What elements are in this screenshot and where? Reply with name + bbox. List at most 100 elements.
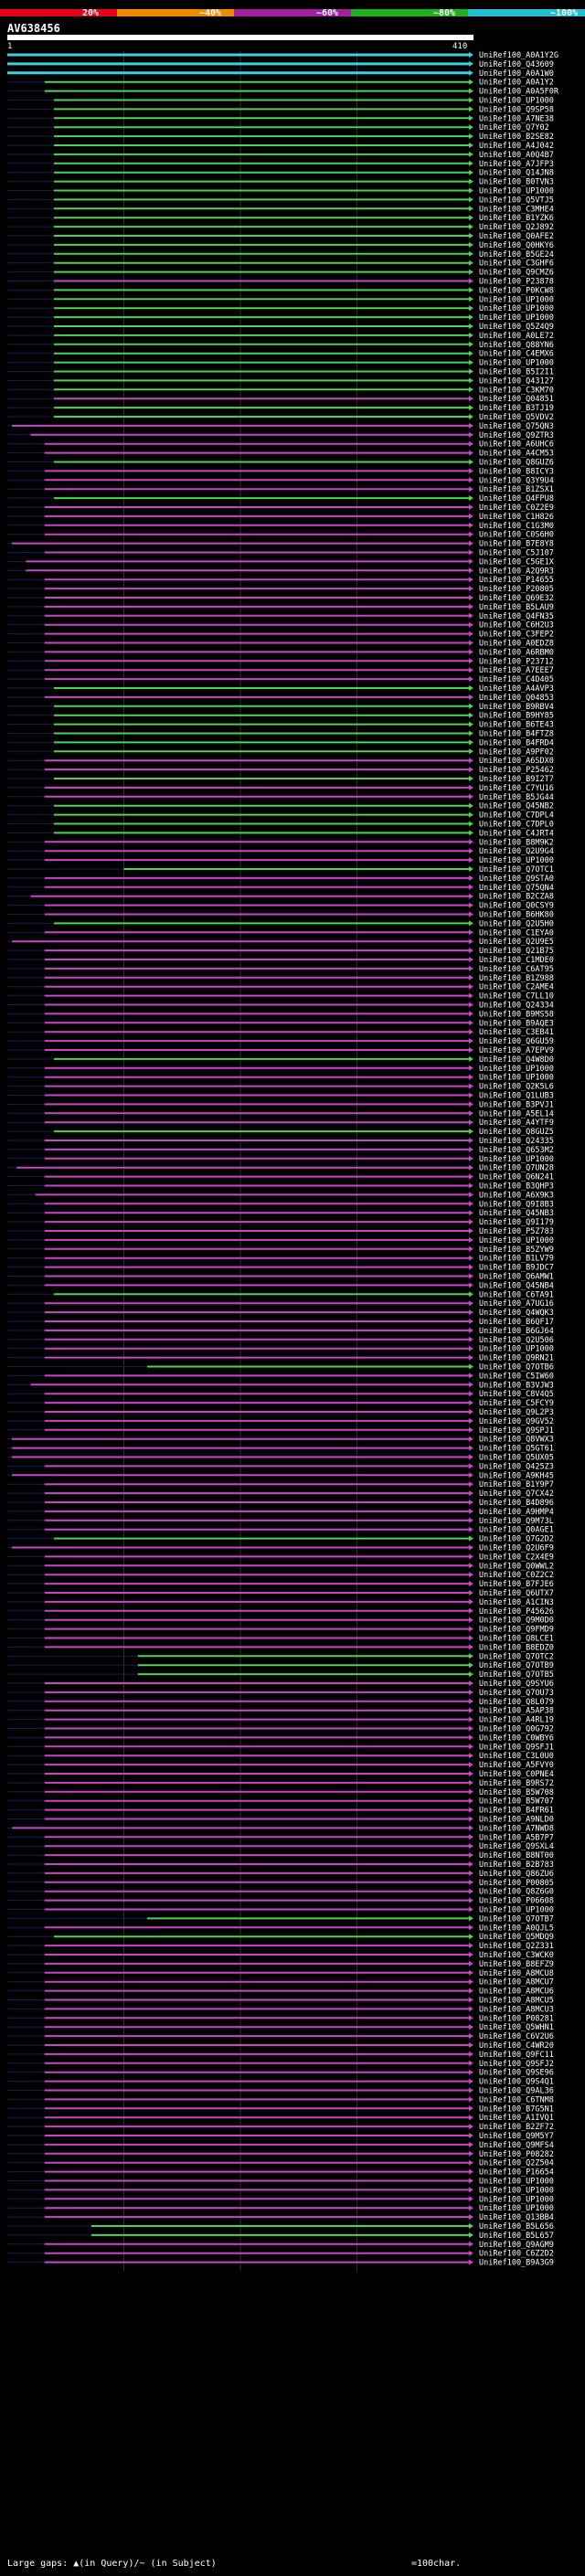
hit-label[interactable]: UniRef100_UP1000 xyxy=(479,97,554,106)
hit-label[interactable]: UniRef100_UP1000 xyxy=(479,1345,554,1354)
hit-label[interactable]: UniRef100_Q4FPU8 xyxy=(479,494,554,504)
hit-label[interactable]: UniRef100_Q9ZTR3 xyxy=(479,431,554,440)
hit-label[interactable]: UniRef100_Q9STA0 xyxy=(479,875,554,884)
hit-label[interactable]: UniRef100_Q9FMD9 xyxy=(479,1626,554,1635)
hit-label[interactable]: UniRef100_B4D896 xyxy=(479,1499,554,1508)
hit-label[interactable]: UniRef100_C0WBY6 xyxy=(479,1733,554,1743)
hit-label[interactable]: UniRef100_B6GJ64 xyxy=(479,1327,554,1336)
hit-label[interactable]: UniRef100_Q75QN3 xyxy=(479,422,554,431)
hit-label[interactable]: UniRef100_A7UG16 xyxy=(479,1299,554,1309)
hit-label[interactable]: UniRef100_Q425Z3 xyxy=(479,1462,554,1471)
hit-label[interactable]: UniRef100_A6RBM0 xyxy=(479,648,554,657)
hit-label[interactable]: UniRef100_Q2J892 xyxy=(479,223,554,232)
hit-label[interactable]: UniRef100_Q04853 xyxy=(479,694,554,703)
hit-label[interactable]: UniRef100_C7LL10 xyxy=(479,992,554,1002)
hit-label[interactable]: UniRef100_C0Z2C2 xyxy=(479,1571,554,1580)
hit-label[interactable]: UniRef100_B8ICY3 xyxy=(479,467,554,476)
hit-label[interactable]: UniRef100_B1YZK6 xyxy=(479,214,554,223)
hit-label[interactable]: UniRef100_B7G5N1 xyxy=(479,2104,554,2114)
hit-label[interactable]: UniRef100_Q6AMW1 xyxy=(479,1273,554,1282)
hit-label[interactable]: UniRef100_C6TA91 xyxy=(479,1290,554,1299)
hit-label[interactable]: UniRef100_B8EFZ9 xyxy=(479,1960,554,1969)
hit-label[interactable]: UniRef100_C7DPL4 xyxy=(479,811,554,821)
hit-label[interactable]: UniRef100_P06608 xyxy=(479,1897,554,1906)
hit-label[interactable]: UniRef100_Q7OTB9 xyxy=(479,1661,554,1670)
hit-label[interactable]: UniRef100_A9NLD0 xyxy=(479,1816,554,1825)
hit-label[interactable]: UniRef100_B6TE43 xyxy=(479,721,554,730)
hit-label[interactable]: UniRef100_C8V4Q5 xyxy=(479,1390,554,1399)
hit-label[interactable]: UniRef100_B8NT00 xyxy=(479,1851,554,1860)
hit-label[interactable]: UniRef100_B9I2T7 xyxy=(479,775,554,784)
hit-label[interactable]: UniRef100_P08281 xyxy=(479,2014,554,2023)
hit-label[interactable]: UniRef100_Q5GT61 xyxy=(479,1445,554,1454)
hit-label[interactable]: UniRef100_C6TNM8 xyxy=(479,2095,554,2104)
hit-label[interactable]: UniRef100_B5W707 xyxy=(479,1797,554,1807)
hit-label[interactable]: UniRef100_Q9S4Q1 xyxy=(479,2078,554,2087)
hit-label[interactable]: UniRef100_A8MCU7 xyxy=(479,1978,554,1988)
hit-label[interactable]: UniRef100_B9RBV4 xyxy=(479,703,554,712)
hit-label[interactable]: UniRef100_B3TJ19 xyxy=(479,404,554,413)
hit-label[interactable]: UniRef100_Q0CSY9 xyxy=(479,902,554,911)
hit-label[interactable]: UniRef100_B9A3G9 xyxy=(479,2259,554,2268)
hit-label[interactable]: UniRef100_Q2U506 xyxy=(479,1336,554,1345)
hit-label[interactable]: UniRef100_A4RL19 xyxy=(479,1716,554,1725)
hit-label[interactable]: UniRef100_B5W708 xyxy=(479,1788,554,1797)
hit-label[interactable]: UniRef100_Q9CMZ6 xyxy=(479,269,554,278)
hit-label[interactable]: UniRef100_Q7UN28 xyxy=(479,1164,554,1173)
hit-label[interactable]: UniRef100_B2CZA8 xyxy=(479,893,554,902)
hit-label[interactable]: UniRef100_A5FVY0 xyxy=(479,1761,554,1770)
hit-label[interactable]: UniRef100_Q5VTJ5 xyxy=(479,196,554,205)
hit-label[interactable]: UniRef100_B1LV79 xyxy=(479,1255,554,1264)
hit-label[interactable]: UniRef100_C3GHF6 xyxy=(479,260,554,269)
hit-label[interactable]: UniRef100_B3VJW3 xyxy=(479,1381,554,1390)
hit-label[interactable]: UniRef100_C1EYA0 xyxy=(479,928,554,938)
hit-label[interactable]: UniRef100_Q2Z331 xyxy=(479,1942,554,1951)
hit-label[interactable]: UniRef100_B1Z988 xyxy=(479,974,554,983)
hit-label[interactable]: UniRef100_Q0HKY6 xyxy=(479,241,554,250)
hit-label[interactable]: UniRef100_C0S6H0 xyxy=(479,531,554,540)
hit-label[interactable]: UniRef100_P25462 xyxy=(479,766,554,775)
hit-label[interactable]: UniRef100_B2B783 xyxy=(479,1860,554,1870)
hit-label[interactable]: UniRef100_B9JDC7 xyxy=(479,1264,554,1273)
hit-label[interactable]: UniRef100_Q6N241 xyxy=(479,1173,554,1182)
hit-label[interactable]: UniRef100_P14655 xyxy=(479,576,554,585)
hit-label[interactable]: UniRef100_Q0AFE2 xyxy=(479,232,554,241)
hit-label[interactable]: UniRef100_Q6GU59 xyxy=(479,1037,554,1046)
hit-label[interactable]: UniRef100_A7NWD8 xyxy=(479,1824,554,1833)
hit-label[interactable]: UniRef100_B6HK80 xyxy=(479,911,554,920)
hit-label[interactable]: UniRef100_Q9AGM9 xyxy=(479,2241,554,2250)
hit-label[interactable]: UniRef100_C5IW60 xyxy=(479,1372,554,1381)
hit-label[interactable]: UniRef100_UP1000 xyxy=(479,295,554,304)
hit-label[interactable]: UniRef100_B9MS58 xyxy=(479,1010,554,1019)
hit-label[interactable]: UniRef100_C5FCY9 xyxy=(479,1399,554,1408)
hit-label[interactable]: UniRef100_P45626 xyxy=(479,1607,554,1617)
hit-label[interactable]: UniRef100_A5AP38 xyxy=(479,1707,554,1716)
hit-label[interactable]: UniRef100_Q13BB4 xyxy=(479,2213,554,2222)
hit-label[interactable]: UniRef100_A1IVQ1 xyxy=(479,2114,554,2123)
hit-label[interactable]: UniRef100_UP1000 xyxy=(479,2186,554,2195)
hit-label[interactable]: UniRef100_C3FEP2 xyxy=(479,631,554,640)
hit-label[interactable]: UniRef100_C1MDE0 xyxy=(479,956,554,965)
hit-label[interactable]: UniRef100_B9AQE3 xyxy=(479,1019,554,1028)
hit-label[interactable]: UniRef100_Q9SFJ2 xyxy=(479,2060,554,2069)
hit-label[interactable]: UniRef100_Q7OTC2 xyxy=(479,1652,554,1661)
hit-label[interactable]: UniRef100_A7EPV9 xyxy=(479,1046,554,1055)
hit-label[interactable]: UniRef100_P23712 xyxy=(479,657,554,666)
hit-label[interactable]: UniRef100_Q9MFS4 xyxy=(479,2141,554,2150)
hit-label[interactable]: UniRef100_B8EDZ0 xyxy=(479,1643,554,1652)
hit-label[interactable]: UniRef100_Q9SFJ1 xyxy=(479,1743,554,1752)
hit-label[interactable]: UniRef100_Q9SE96 xyxy=(479,2069,554,2078)
hit-label[interactable]: UniRef100_Q9M5Y7 xyxy=(479,2132,554,2141)
hit-label[interactable]: UniRef100_Q9SXL4 xyxy=(479,1842,554,1851)
hit-label[interactable]: UniRef100_C0Z2E9 xyxy=(479,504,554,513)
hit-label[interactable]: UniRef100_Q4W8D0 xyxy=(479,1055,554,1065)
hit-label[interactable]: UniRef100_A1CIN3 xyxy=(479,1598,554,1607)
hit-label[interactable]: UniRef100_A0LE72 xyxy=(479,332,554,341)
hit-label[interactable]: UniRef100_C6V2U6 xyxy=(479,2032,554,2041)
hit-label[interactable]: UniRef100_A8MCU5 xyxy=(479,1997,554,2006)
hit-label[interactable]: UniRef100_Q8VWX3 xyxy=(479,1436,554,1445)
hit-label[interactable]: UniRef100_A9HMP4 xyxy=(479,1508,554,1517)
hit-label[interactable]: UniRef100_Q9I8B3 xyxy=(479,1200,554,1209)
hit-label[interactable]: UniRef100_P08282 xyxy=(479,2150,554,2159)
hit-label[interactable]: UniRef100_Q7Y02 xyxy=(479,123,549,133)
